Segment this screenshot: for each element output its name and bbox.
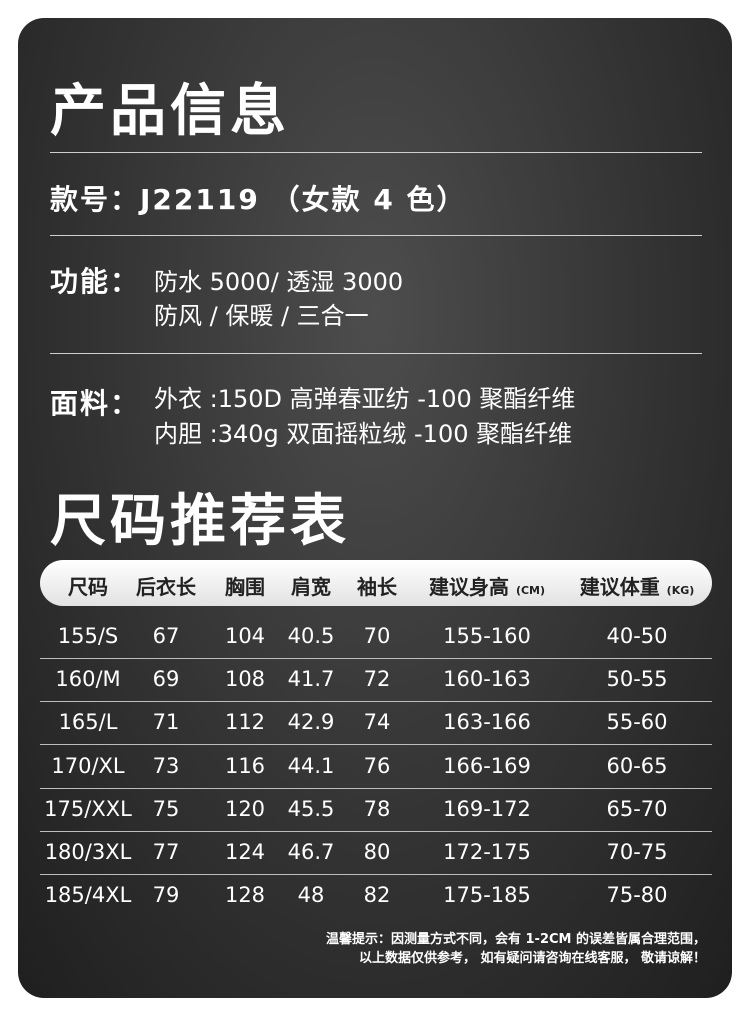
table-row: 165/L 71 112 42.9 74 163-166 55-60 — [40, 702, 712, 746]
table-cell: 160-163 — [443, 667, 531, 692]
table-cell: 175-185 — [443, 883, 531, 908]
column-header: 后衣长 — [136, 571, 196, 600]
table-cell: 72 — [363, 667, 391, 692]
column-header: 尺码 — [68, 571, 108, 600]
table-cell: 41.7 — [287, 667, 335, 692]
table-cell: 80 — [363, 840, 391, 864]
table-cell: 116 — [224, 753, 266, 778]
table-row: 180/3XL 77 124 46.7 80 172-175 70-75 — [40, 832, 712, 875]
table-cell: 169-172 — [443, 796, 531, 821]
header-unit: (CM) — [515, 584, 546, 597]
table-cell: 108 — [224, 667, 266, 692]
table-cell: 155-160 — [443, 624, 531, 648]
table-cell: 166-169 — [443, 753, 531, 778]
header-text: 袖长 — [357, 575, 397, 599]
table-cell: 42.9 — [287, 710, 335, 735]
table-cell: 163-166 — [443, 710, 531, 735]
table-cell: 165/L — [58, 710, 118, 735]
divider — [50, 152, 702, 153]
table-cell: 46.7 — [287, 840, 335, 864]
product-card: 产品信息 款号：J22119 （女款 4 色） 功能： 防水 5000/ 透湿 … — [18, 18, 732, 998]
table-cell: 82 — [363, 883, 391, 908]
column-header: 胸围 — [225, 571, 265, 600]
table-cell: 185/4XL — [44, 883, 132, 908]
function-line: 防水 5000/ 透湿 3000 — [154, 268, 404, 296]
table-cell: 50-55 — [606, 667, 668, 692]
column-header: 建议体重 (KG) — [580, 571, 695, 600]
note-line: 温馨提示：因测量方式不同，会有 1-2CM 的误差皆属合理范围， — [325, 932, 706, 947]
table-cell: 104 — [224, 624, 266, 648]
column-header: 袖长 — [357, 571, 397, 600]
table-cell: 55-60 — [606, 710, 668, 735]
table-cell: 40-50 — [606, 624, 668, 648]
function-label: 功能： — [50, 265, 141, 298]
table-cell: 65-70 — [606, 796, 668, 821]
table-cell: 155/S — [57, 624, 119, 648]
table-cell: 76 — [363, 753, 391, 778]
function-line: 防风 / 保暖 / 三合一 — [154, 302, 369, 330]
table-cell: 124 — [224, 840, 266, 864]
table-cell: 45.5 — [287, 796, 335, 821]
table-cell: 120 — [224, 796, 266, 821]
table-cell: 67 — [152, 624, 180, 648]
table-cell: 112 — [224, 710, 266, 735]
fabric-line: 内胆 :340g 双面摇粒绒 -100 聚酯纤维 — [154, 420, 573, 448]
header-text: 建议身高 — [428, 575, 509, 599]
table-cell: 78 — [363, 796, 391, 821]
header-unit: (KG) — [666, 584, 695, 597]
header-text: 后衣长 — [136, 575, 196, 599]
table-cell: 69 — [152, 667, 180, 692]
size-chart-title: 尺码推荐表 — [50, 489, 350, 554]
disclaimer-note: 温馨提示：因测量方式不同，会有 1-2CM 的误差皆属合理范围， 以上数据仅供参… — [326, 930, 706, 968]
table-cell: 70 — [363, 624, 391, 648]
table-cell: 70-75 — [606, 840, 668, 864]
table-cell: 48 — [297, 883, 325, 908]
header-text: 建议体重 — [579, 575, 660, 599]
header-text: 尺码 — [68, 575, 108, 599]
table-cell: 77 — [152, 840, 180, 864]
table-row: 175/XXL 75 120 45.5 78 169-172 65-70 — [40, 789, 712, 832]
table-cell: 172-175 — [443, 840, 531, 864]
table-header: 尺码 后衣长 胸围 肩宽 袖长 建议身高 (CM) 建议体重 (KG) — [40, 560, 712, 606]
table-row: 155/S 67 104 40.5 70 155-160 40-50 — [40, 616, 712, 659]
table-cell: 79 — [152, 883, 180, 908]
table-cell: 180/3XL — [44, 840, 132, 864]
table-row: 185/4XL 79 128 48 82 175-185 75-80 — [40, 875, 712, 918]
divider — [50, 353, 702, 354]
table-cell: 71 — [152, 710, 180, 735]
table-cell: 75 — [152, 796, 180, 821]
table-cell: 44.1 — [287, 753, 335, 778]
table-cell: 170/XL — [51, 753, 125, 778]
table-cell: 40.5 — [287, 624, 335, 648]
table-cell: 75-80 — [606, 883, 668, 908]
model-number: 款号：J22119 （女款 4 色） — [50, 183, 467, 216]
table-cell: 175/XXL — [44, 796, 132, 821]
table-cell: 60-65 — [606, 753, 668, 778]
table-row: 170/XL 73 116 44.1 76 166-169 60-65 — [40, 746, 712, 789]
table-cell: 73 — [152, 753, 180, 778]
header-text: 肩宽 — [291, 575, 331, 599]
column-header: 建议身高 (CM) — [429, 571, 545, 600]
header-text: 胸围 — [225, 575, 265, 599]
table-row: 160/M 69 108 41.7 72 160-163 50-55 — [40, 659, 712, 703]
fabric-label: 面料： — [50, 387, 141, 420]
note-line: 以上数据仅供参考， 如有疑问请咨询在线客服， 敬请谅解！ — [358, 951, 706, 966]
table-cell: 128 — [224, 883, 266, 908]
divider — [50, 235, 702, 236]
product-info-title: 产品信息 — [50, 79, 290, 144]
fabric-line: 外衣 :150D 高弹春亚纺 -100 聚酯纤维 — [154, 385, 576, 413]
column-header: 肩宽 — [291, 571, 331, 600]
table-cell: 160/M — [55, 667, 121, 692]
table-cell: 74 — [363, 710, 391, 735]
